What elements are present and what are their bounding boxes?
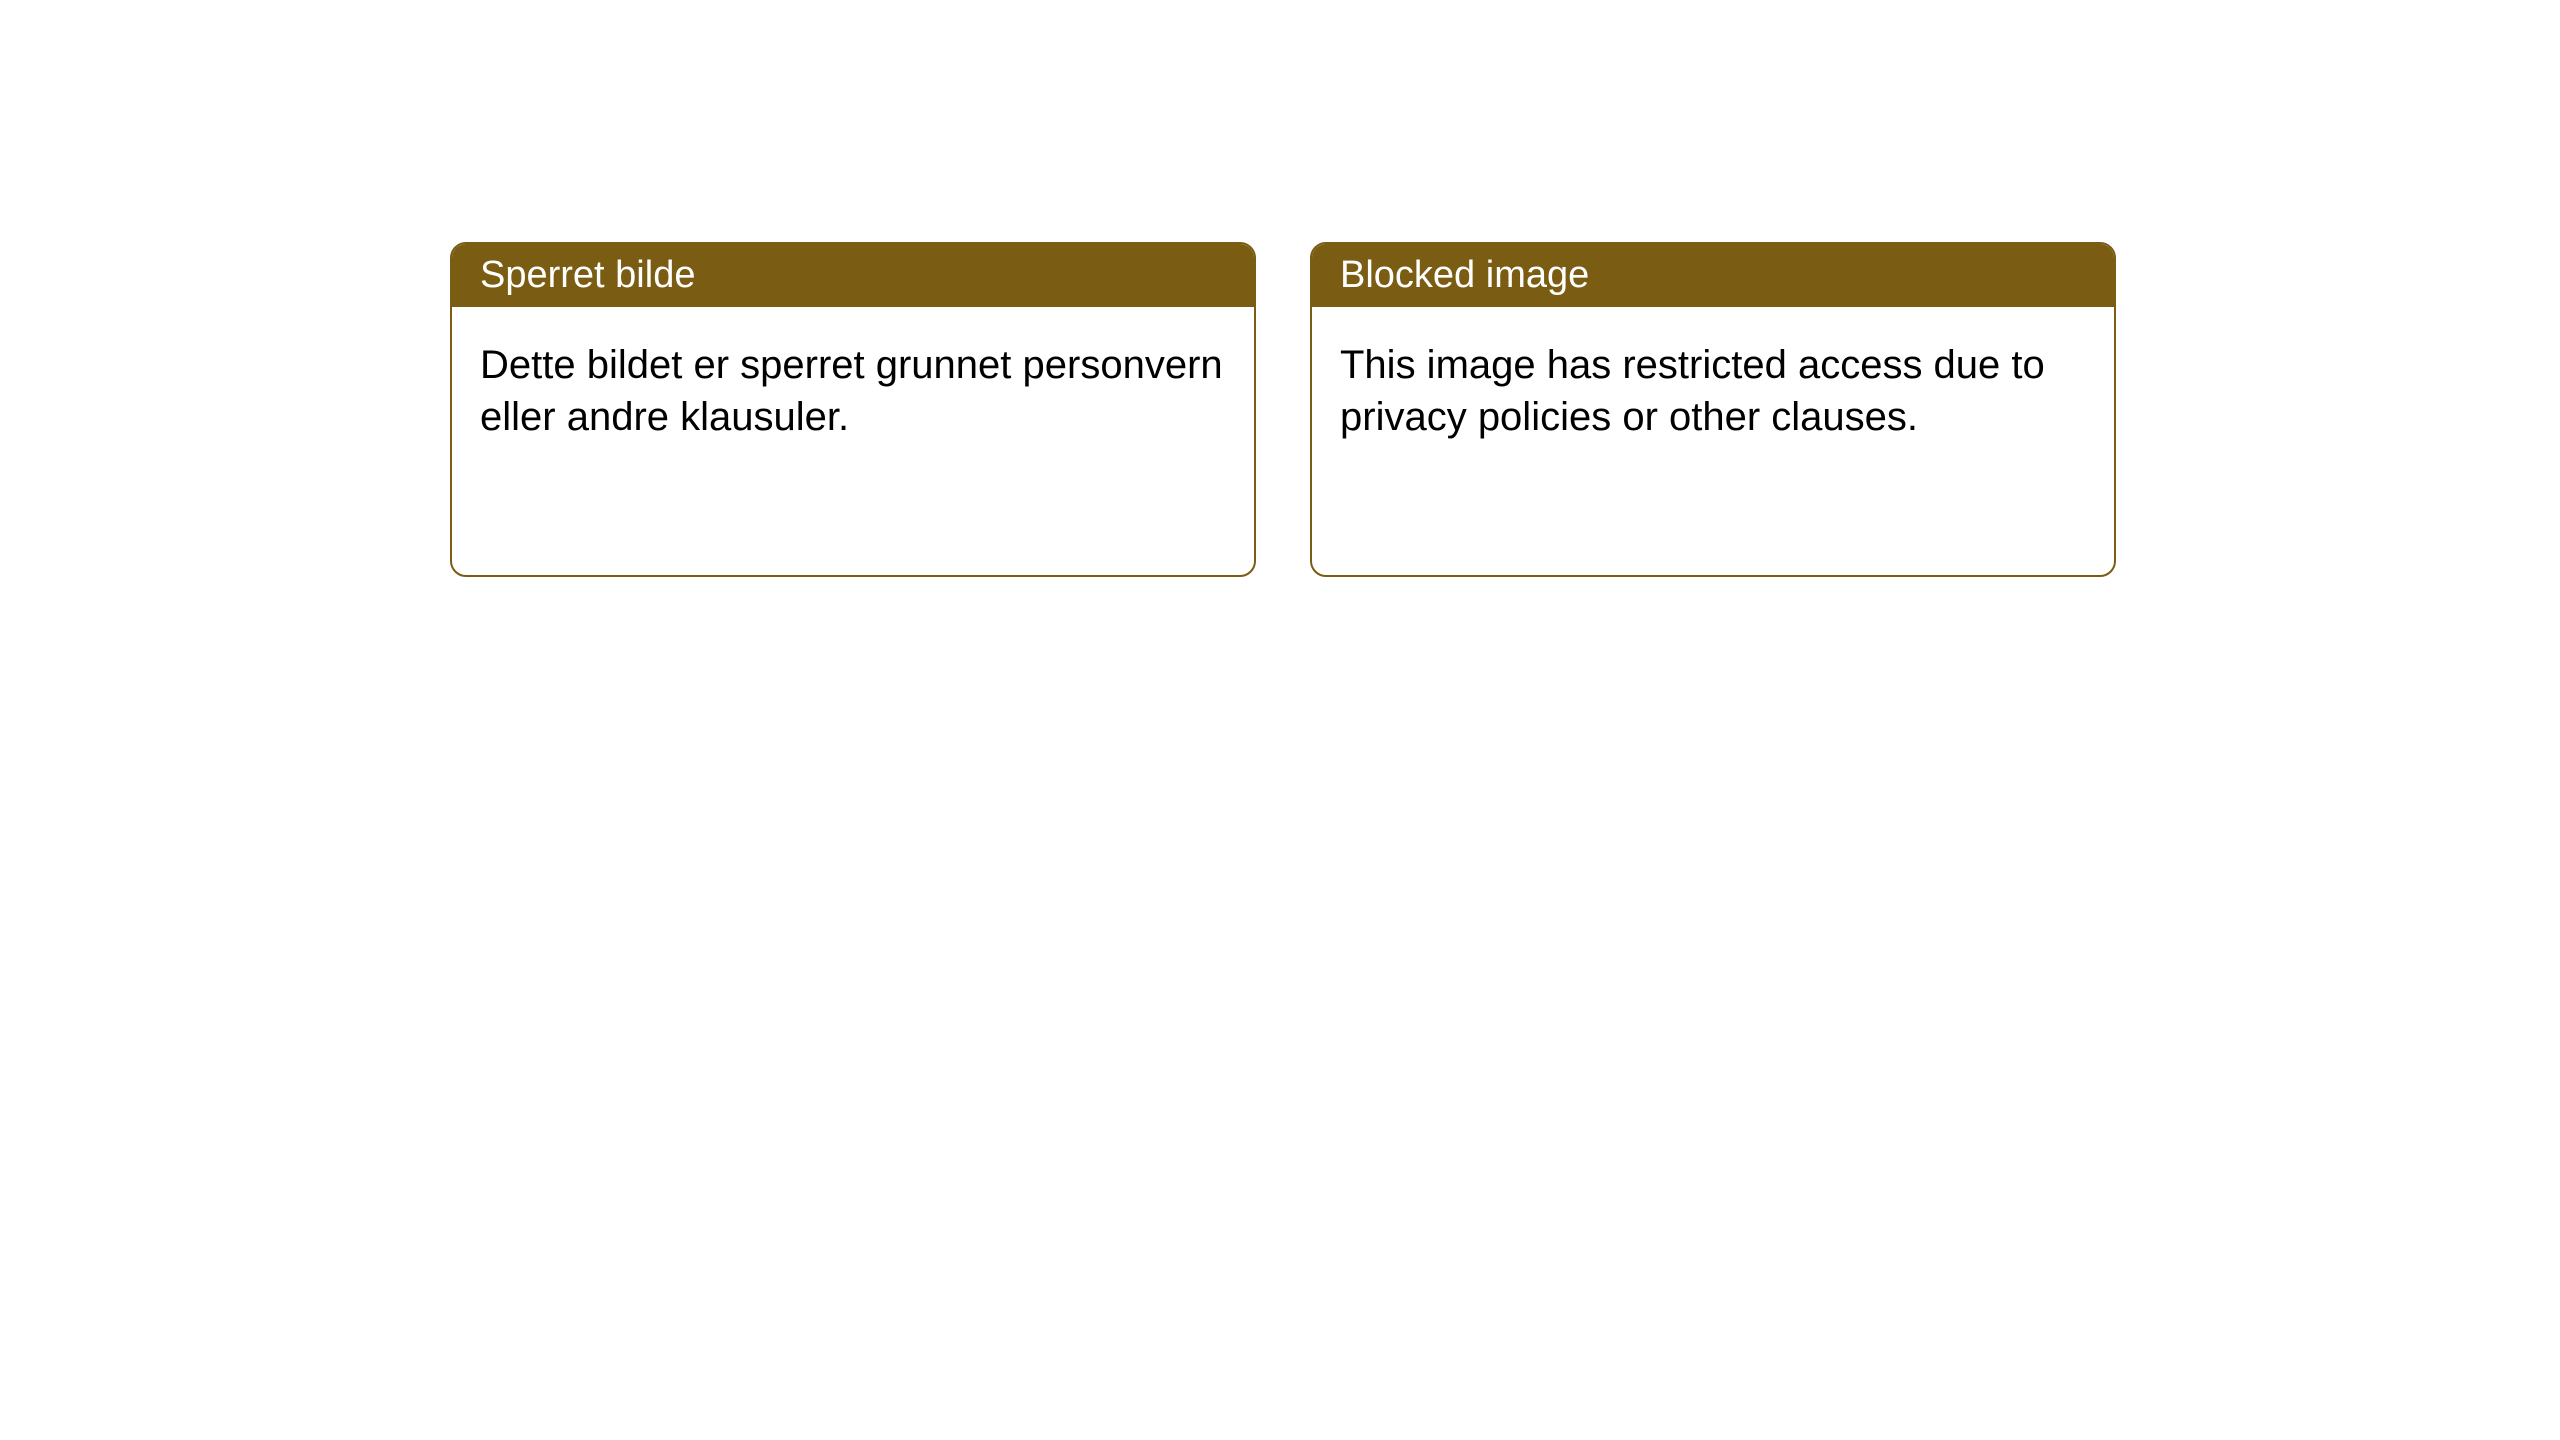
notice-title: Blocked image xyxy=(1340,254,1589,296)
notice-title: Sperret bilde xyxy=(480,254,695,296)
notice-body: Dette bildet er sperret grunnet personve… xyxy=(452,307,1254,475)
notice-box-english: Blocked image This image has restricted … xyxy=(1310,242,2116,577)
notice-header: Sperret bilde xyxy=(452,244,1254,307)
notice-container: Sperret bilde Dette bildet er sperret gr… xyxy=(0,0,2560,577)
notice-box-norwegian: Sperret bilde Dette bildet er sperret gr… xyxy=(450,242,1256,577)
notice-body: This image has restricted access due to … xyxy=(1312,307,2114,475)
notice-text: This image has restricted access due to … xyxy=(1340,343,2045,439)
notice-text: Dette bildet er sperret grunnet personve… xyxy=(480,343,1223,439)
notice-header: Blocked image xyxy=(1312,244,2114,307)
